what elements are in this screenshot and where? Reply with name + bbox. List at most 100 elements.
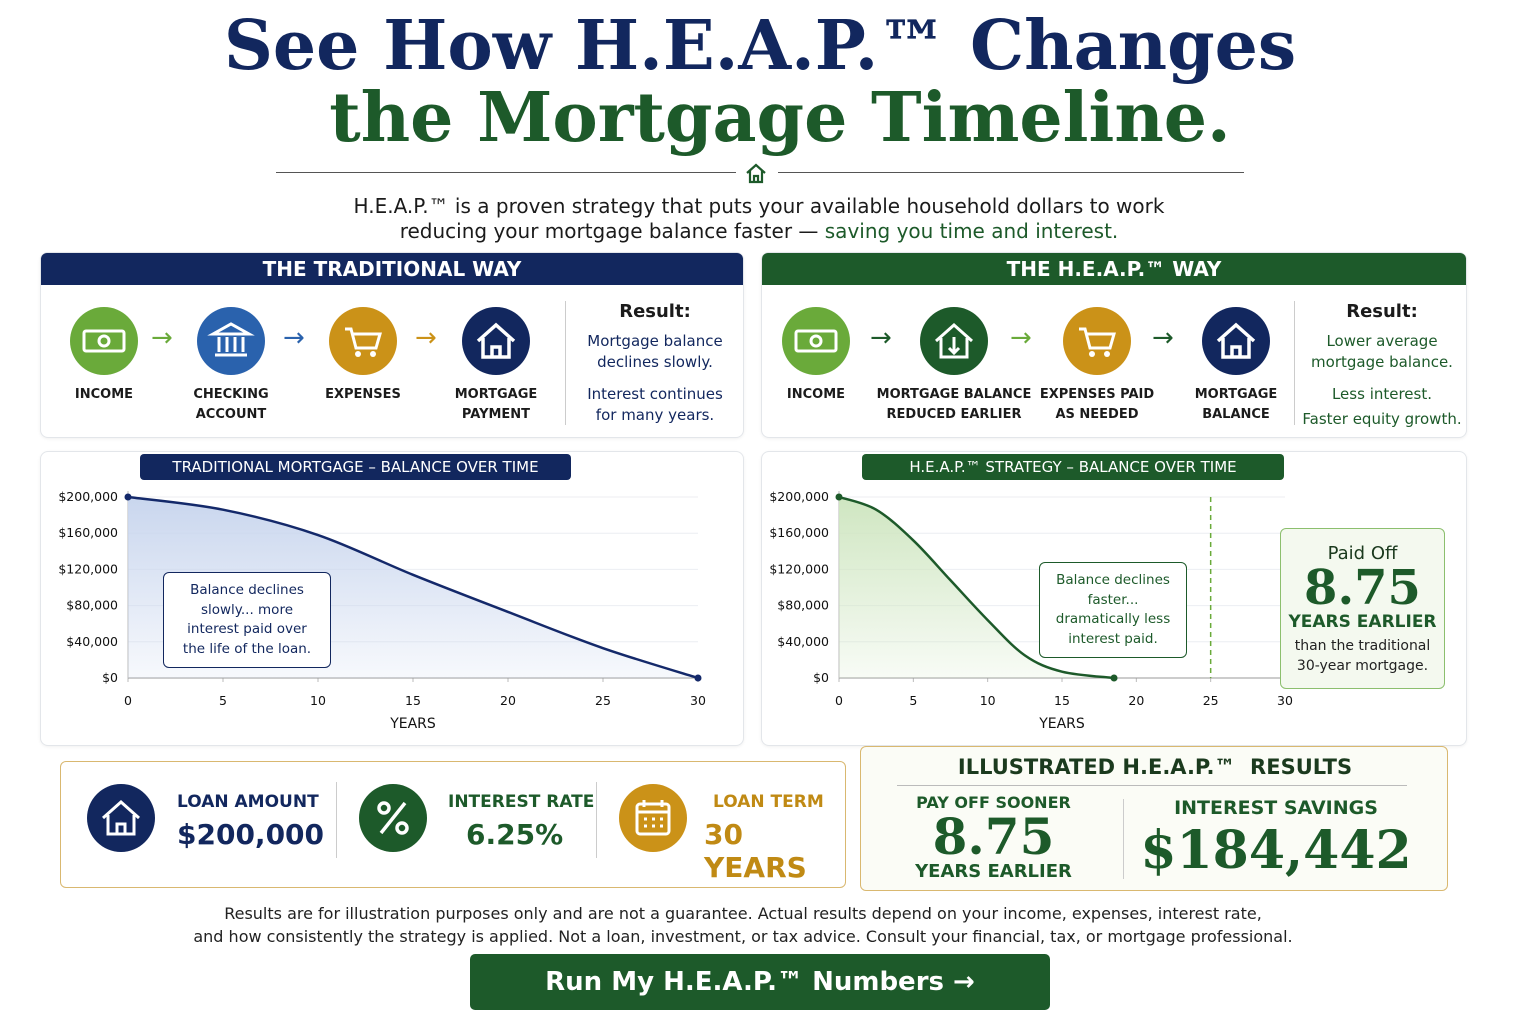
step-label: INCOME bbox=[74, 387, 134, 402]
title-line2: the Mortgage Timeline. bbox=[329, 78, 1231, 158]
stat-value: $200,000 bbox=[177, 818, 325, 851]
y-tick-label: $200,000 bbox=[769, 489, 829, 504]
house-icon bbox=[87, 784, 155, 852]
area-fill bbox=[839, 497, 1115, 678]
divider bbox=[336, 782, 337, 858]
arrow: → bbox=[415, 323, 437, 353]
chart-annotation: Balance declines slowly... more interest… bbox=[163, 572, 331, 668]
stat-label: INTEREST RATE bbox=[448, 792, 595, 812]
end-point bbox=[124, 493, 132, 501]
arrow: → bbox=[283, 323, 305, 353]
disclaimer: Results are for illustration purposes on… bbox=[0, 902, 1486, 948]
step-label: EXPENSES bbox=[325, 387, 401, 402]
house-down-icon bbox=[920, 307, 988, 375]
step-label: MORTGAGE BALANCE REDUCED EARLIER bbox=[876, 387, 1032, 422]
x-tick-label: 30 bbox=[1277, 693, 1293, 708]
divider bbox=[1294, 301, 1295, 425]
balance-line bbox=[838, 495, 1115, 680]
y-tick-label: $80,000 bbox=[777, 598, 829, 613]
x-tick-label: 15 bbox=[405, 693, 421, 708]
result-line: Less interest. bbox=[1331, 385, 1433, 403]
x-tick-label: 20 bbox=[1128, 693, 1144, 708]
callout-title: Paid Off bbox=[1327, 543, 1398, 564]
results-box: ILLUSTRATED H.E.A.P.™ RESULTS PAY OFF SO… bbox=[860, 746, 1448, 891]
y-tick-label: $40,000 bbox=[66, 634, 118, 649]
income-icon bbox=[782, 307, 850, 375]
step-label: MORTGAGE BALANCE bbox=[1194, 387, 1278, 422]
panel-title: THE H.E.A.P.™ WAY bbox=[762, 253, 1466, 285]
arrow: → bbox=[1152, 323, 1174, 353]
payoff-label: PAY OFF SOONER bbox=[916, 793, 1071, 812]
house-icon bbox=[462, 307, 530, 375]
x-axis-label: YEARS bbox=[1038, 716, 1085, 732]
step-label: EXPENSES PAID AS NEEDED bbox=[1039, 387, 1155, 422]
panel-title: THE TRADITIONAL WAY bbox=[41, 253, 743, 285]
x-tick-label: 0 bbox=[835, 693, 843, 708]
divider bbox=[1123, 799, 1124, 879]
intro-highlight: saving you time and interest. bbox=[824, 219, 1119, 243]
payoff-callout: Paid Off 8.75 YEARS EARLIER than the tra… bbox=[1280, 528, 1445, 689]
intro-text: reducing your mortgage balance faster — bbox=[399, 219, 819, 243]
result-title: Result: bbox=[1346, 301, 1418, 322]
end-point bbox=[694, 674, 702, 682]
x-tick-label: 5 bbox=[909, 693, 917, 708]
end-point bbox=[1110, 674, 1118, 682]
payoff-value: 8.75 bbox=[932, 807, 1055, 866]
intro-line: H.E.A.P.™ is a proven strategy that puts… bbox=[353, 194, 1165, 218]
divider bbox=[596, 782, 597, 858]
stat-label: LOAN AMOUNT bbox=[177, 792, 319, 812]
bank-icon bbox=[197, 307, 265, 375]
stat-label: LOAN TERM bbox=[713, 792, 824, 812]
cta-button[interactable]: Run My H.E.A.P.™ Numbers → bbox=[470, 954, 1050, 1010]
chart-annotation: Balance declines faster... dramatically … bbox=[1039, 562, 1187, 658]
x-tick-label: 15 bbox=[1054, 693, 1070, 708]
callout-note: than the traditional 30-year mortgage. bbox=[1294, 638, 1431, 674]
traditional-panel: THE TRADITIONAL WAY → → → INCOME CHECKIN… bbox=[40, 252, 744, 438]
disclaimer-line: Results are for illustration purposes on… bbox=[224, 904, 1262, 923]
arrow: → bbox=[1010, 323, 1032, 353]
step-label: CHECKING ACCOUNT bbox=[193, 387, 269, 422]
x-tick-label: 30 bbox=[690, 693, 706, 708]
x-tick-label: 25 bbox=[1203, 693, 1219, 708]
x-tick-label: 10 bbox=[980, 693, 996, 708]
heap-panel: THE H.E.A.P.™ WAY → → → INCOME MORTGAGE … bbox=[761, 252, 1467, 438]
x-tick-label: 5 bbox=[219, 693, 227, 708]
step-label: INCOME bbox=[786, 387, 846, 402]
house-icon bbox=[746, 163, 766, 184]
house-icon bbox=[1202, 307, 1270, 375]
savings-value: $184,442 bbox=[1140, 820, 1412, 881]
y-tick-label: $160,000 bbox=[769, 525, 829, 540]
income-icon bbox=[70, 307, 138, 375]
loan-box: LOAN AMOUNT $200,000 INTEREST RATE 6.25%… bbox=[60, 761, 846, 888]
y-tick-label: $40,000 bbox=[777, 634, 829, 649]
x-tick-label: 10 bbox=[310, 693, 326, 708]
disclaimer-line: and how consistently the strategy is app… bbox=[193, 927, 1293, 946]
divider bbox=[897, 785, 1407, 786]
cart-icon bbox=[1063, 307, 1131, 375]
arrow: → bbox=[151, 323, 173, 353]
intro: H.E.A.P.™ is a proven strategy that puts… bbox=[0, 194, 1518, 244]
y-tick-label: $0 bbox=[813, 670, 829, 685]
callout-value: 8.75 bbox=[1304, 560, 1421, 616]
arrow: → bbox=[870, 323, 892, 353]
savings-label: INTEREST SAVINGS bbox=[1174, 797, 1378, 819]
divider bbox=[778, 172, 1244, 173]
y-tick-label: $80,000 bbox=[66, 598, 118, 613]
result-line: Interest continues for many years. bbox=[587, 385, 723, 424]
x-tick-label: 20 bbox=[500, 693, 516, 708]
y-tick-label: $0 bbox=[102, 670, 118, 685]
y-tick-label: $160,000 bbox=[58, 525, 118, 540]
payoff-unit: YEARS EARLIER bbox=[915, 861, 1072, 882]
result-line: Mortgage balance declines slowly. bbox=[587, 332, 723, 371]
cart-icon bbox=[329, 307, 397, 375]
result-line: Faster equity growth. bbox=[1302, 410, 1462, 428]
y-tick-label: $120,000 bbox=[58, 561, 118, 576]
result-line: Lower average mortgage balance. bbox=[1311, 332, 1453, 371]
y-tick-label: $120,000 bbox=[769, 561, 829, 576]
results-title: ILLUSTRATED H.E.A.P.™ RESULTS bbox=[957, 755, 1353, 779]
stat-value: 6.25% bbox=[466, 818, 564, 851]
intro-line: reducing your mortgage balance faster — … bbox=[0, 219, 1518, 244]
chart: $0 $40,000 $80,000 $120,000 $160,000 $200,000… bbox=[769, 489, 1293, 732]
end-point bbox=[835, 493, 843, 501]
